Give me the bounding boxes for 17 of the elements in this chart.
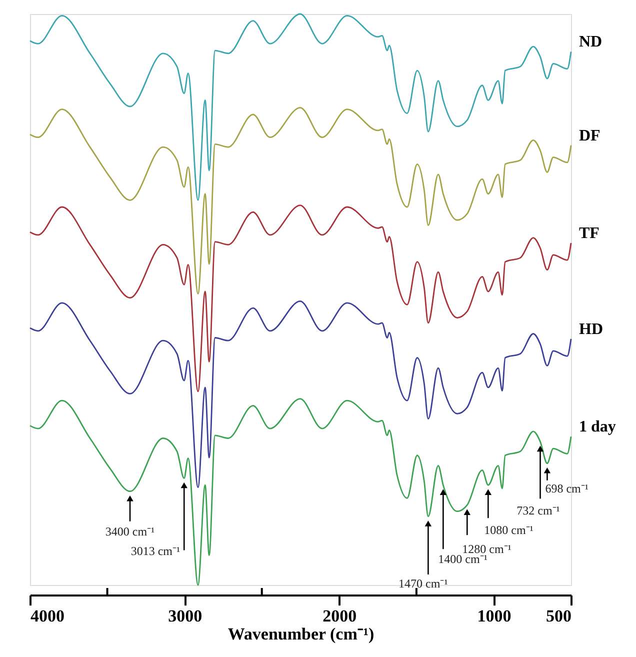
x-tick-label: 4000 (30, 606, 64, 626)
annotation: 732 cm⁻¹ (516, 504, 560, 518)
x-tick-label: 1000 (477, 606, 512, 626)
series-label: ND (579, 34, 602, 51)
x-tick-label: 500 (546, 606, 572, 626)
series-label: TF (579, 224, 600, 242)
series-label: DF (579, 127, 601, 144)
x-axis-title: Wavenumber (cm⁻¹) (228, 624, 374, 644)
annotation: 698 cm⁻¹ (545, 481, 589, 496)
series-label: HD (579, 320, 603, 338)
x-tick-label: 3000 (168, 606, 202, 626)
series-label: 1 day (579, 418, 616, 436)
annotation: 3400 cm⁻¹ (105, 524, 156, 538)
annotation: 1080 cm⁻¹ (484, 523, 534, 538)
annotation: 3013 cm⁻¹ (130, 544, 180, 558)
annotation: 1470 cm⁻¹ (398, 576, 448, 590)
x-tick-label: 2000 (322, 606, 357, 626)
